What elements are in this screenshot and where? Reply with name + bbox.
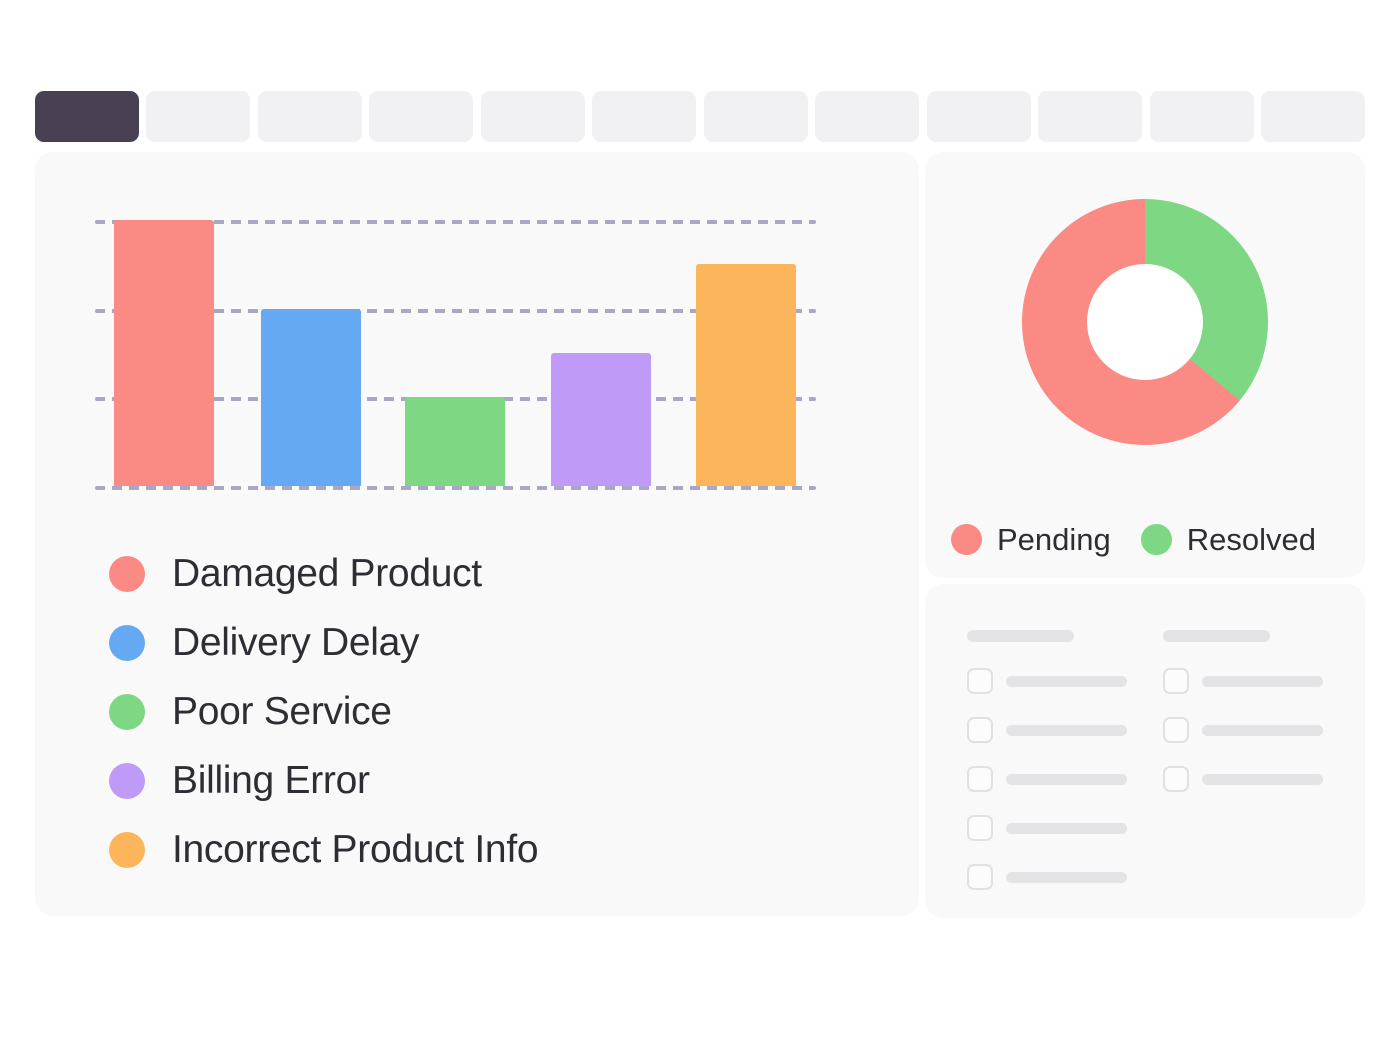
checkbox[interactable] <box>967 864 993 890</box>
legend-dot-damaged-product-icon <box>109 556 145 592</box>
donut-chart <box>1022 199 1268 445</box>
placeholder-row <box>967 766 1127 792</box>
placeholder-text-line <box>1006 822 1127 834</box>
legend-item-poor-service: Poor Service <box>109 690 538 733</box>
placeholder-row <box>967 815 1127 841</box>
placeholder-row <box>1163 668 1323 694</box>
donut-chart-panel: Pending Resolved <box>925 152 1365 578</box>
bar-chart-legend: Damaged Product Delivery Delay Poor Serv… <box>109 552 539 871</box>
placeholder-heading <box>1163 630 1270 642</box>
tab-10[interactable] <box>1038 91 1143 142</box>
tab-2[interactable] <box>146 91 251 142</box>
checkbox[interactable] <box>967 815 993 841</box>
checkbox[interactable] <box>1163 766 1189 792</box>
tab-12[interactable] <box>1260 91 1365 142</box>
legend-label: Incorrect Product Info <box>172 828 539 871</box>
placeholder-row <box>1163 766 1323 792</box>
legend-label: Billing Error <box>172 759 370 802</box>
placeholder-row <box>967 717 1127 743</box>
legend-item-delivery-delay: Delivery Delay <box>109 621 538 664</box>
placeholder-heading <box>967 630 1074 642</box>
legend-label: Poor Service <box>172 690 392 733</box>
gridline <box>95 486 816 490</box>
legend-dot-delivery-delay-icon <box>109 625 145 661</box>
legend-item-pending: Pending <box>951 522 1111 558</box>
tab-7[interactable] <box>703 91 808 142</box>
checkbox[interactable] <box>967 766 993 792</box>
placeholder-text-line <box>1202 773 1323 785</box>
bar-chart <box>95 220 816 490</box>
tab-9[interactable] <box>926 91 1031 142</box>
legend-item-billing-error: Billing Error <box>109 759 538 802</box>
placeholder-text-line <box>1202 675 1323 687</box>
placeholder-text-line <box>1006 675 1127 687</box>
bar-billing-error <box>551 353 651 486</box>
legend-dot-resolved-icon <box>1140 524 1172 555</box>
checkbox[interactable] <box>967 668 993 694</box>
legend-dot-incorrect-product-info-icon <box>109 832 145 868</box>
checkbox[interactable] <box>967 717 993 743</box>
legend-dot-poor-service-icon <box>109 694 145 730</box>
legend-item-damaged-product: Damaged Product <box>109 552 538 595</box>
checkbox[interactable] <box>1163 717 1189 743</box>
tab-4[interactable] <box>369 91 474 142</box>
legend-label-resolved: Resolved <box>1186 521 1317 557</box>
checkbox[interactable] <box>1163 668 1189 694</box>
legend-item-incorrect-product-info: Incorrect Product Info <box>109 828 539 871</box>
legend-dot-billing-error-icon <box>109 763 145 799</box>
donut-legend: Pending Resolved <box>951 521 1317 558</box>
tab-11[interactable] <box>1149 91 1254 142</box>
legend-item-resolved: Resolved <box>1140 521 1317 558</box>
placeholder-text-line <box>1202 724 1323 736</box>
placeholder-text-line <box>1006 773 1127 785</box>
placeholder-row <box>1163 717 1323 743</box>
placeholder-text-line <box>1006 871 1127 883</box>
tab-8[interactable] <box>815 91 920 142</box>
legend-label-pending: Pending <box>997 521 1111 557</box>
placeholder-column-2 <box>1163 630 1323 815</box>
placeholder-row <box>967 668 1127 694</box>
placeholder-list-panel <box>925 584 1365 918</box>
legend-label: Damaged Product <box>172 552 482 595</box>
bar-incorrect-product-info <box>696 264 796 486</box>
tab-5[interactable] <box>480 91 585 142</box>
placeholder-text-line <box>1006 724 1127 736</box>
bar-damaged-product <box>114 220 214 486</box>
tab-1[interactable] <box>35 91 139 142</box>
tab-3[interactable] <box>257 91 362 142</box>
placeholder-row <box>967 864 1127 890</box>
bar-poor-service <box>405 397 505 486</box>
gridline <box>95 220 816 224</box>
legend-dot-pending-icon <box>951 524 982 555</box>
donut-hole <box>1087 264 1203 380</box>
gridline <box>95 308 816 313</box>
placeholder-column-1 <box>967 630 1127 913</box>
bar-delivery-delay <box>261 308 361 486</box>
tab-6[interactable] <box>592 91 697 142</box>
legend-label: Delivery Delay <box>172 621 420 664</box>
bar-chart-panel: Damaged Product Delivery Delay Poor Serv… <box>35 152 919 916</box>
tab-bar <box>35 91 1365 142</box>
